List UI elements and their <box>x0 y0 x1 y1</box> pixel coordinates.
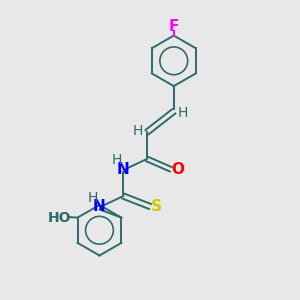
Text: O: O <box>171 162 184 177</box>
Text: F: F <box>169 19 179 34</box>
Text: H: H <box>112 153 122 167</box>
Text: N: N <box>117 162 130 177</box>
Text: H: H <box>132 124 143 138</box>
Text: N: N <box>93 199 106 214</box>
Text: HO: HO <box>48 211 71 225</box>
Text: S: S <box>151 199 162 214</box>
Text: H: H <box>88 191 98 205</box>
Text: H: H <box>178 106 188 120</box>
